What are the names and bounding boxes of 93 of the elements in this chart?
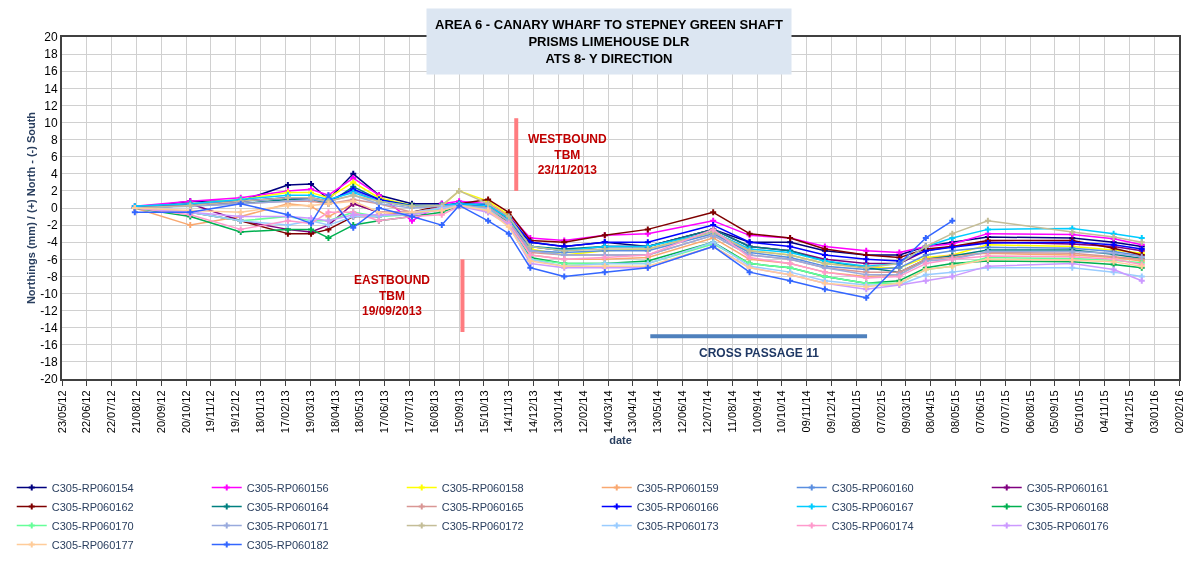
x-tick-label: 18/01/13 [254, 390, 267, 434]
x-tick-label: 04/11/15 [1098, 390, 1111, 433]
y-tick-label: 14 [44, 81, 58, 96]
x-tick-label: 05/10/15 [1073, 390, 1086, 434]
x-tick-label: 07/06/15 [973, 390, 986, 434]
x-tick-label: 15/09/13 [452, 390, 465, 434]
x-tick-label: 18/04/13 [328, 390, 341, 434]
x-tick-label: 15/10/13 [477, 390, 490, 434]
x-tick-label: 22/07/12 [105, 390, 118, 434]
x-tick-label: 20/10/12 [179, 390, 192, 434]
x-tick-label: 23/05/12 [55, 390, 68, 434]
legend-label: C305-RP060176 [1026, 519, 1109, 532]
y-tick-label: 2 [50, 184, 58, 199]
x-tick-label: 09/03/15 [899, 390, 912, 434]
legend-label: C305-RP060158 [441, 481, 524, 494]
y-tick-label: -20 [40, 372, 58, 387]
annotation: WESTBOUND TBM 23/11/2013 [528, 132, 607, 178]
x-tick-label: 20/09/12 [154, 390, 167, 434]
legend-label: C305-RP060165 [441, 500, 524, 513]
x-tick-label: 14/12/13 [527, 390, 540, 434]
y-tick-label: 8 [50, 132, 58, 147]
x-tick-label: 19/03/13 [303, 390, 316, 434]
x-tick-label: 21/08/12 [130, 390, 143, 434]
x-tick-label: 08/04/15 [924, 390, 937, 434]
x-axis-title: date [609, 433, 632, 446]
y-tick-label: 6 [50, 149, 58, 164]
x-tick-label: 11/08/14 [725, 390, 738, 433]
y-tick-label: 10 [44, 115, 58, 130]
legend-label: C305-RP060154 [51, 481, 134, 494]
legend-label: C305-RP060162 [51, 500, 134, 513]
y-tick-label: 0 [50, 201, 58, 216]
y-tick-label: -10 [40, 286, 58, 301]
legend-label: C305-RP060164 [246, 500, 329, 513]
y-tick-label: -16 [40, 338, 58, 352]
y-tick-label: -14 [40, 320, 58, 335]
x-tick-label: 16/08/13 [427, 390, 440, 434]
x-tick-label: 17/07/13 [403, 390, 416, 434]
y-tick-label: -2 [46, 218, 58, 233]
y-tick-label: 16 [44, 64, 58, 79]
legend-label: C305-RP060174 [831, 519, 914, 532]
legend-label: C305-RP060173 [636, 519, 719, 532]
x-tick-label: 05/09/15 [1048, 390, 1061, 434]
y-tick-label: -18 [40, 355, 58, 370]
x-tick-label: 22/06/12 [80, 390, 93, 434]
x-tick-label: 09/12/14 [825, 390, 838, 434]
x-tick-label: 08/01/15 [849, 390, 862, 434]
x-tick-label: 02/02/16 [1172, 390, 1185, 434]
y-tick-label: -6 [46, 252, 58, 267]
x-tick-label: 17/02/13 [278, 390, 291, 434]
x-tick-label: 18/05/13 [353, 390, 366, 434]
x-tick-label: 10/09/14 [750, 390, 763, 434]
legend-label: C305-RP060156 [246, 481, 329, 494]
x-tick-label: 12/06/14 [676, 390, 689, 434]
legend-label: C305-RP060171 [246, 519, 329, 532]
x-tick-label: 04/12/15 [1122, 390, 1135, 434]
x-tick-label: 10/10/14 [775, 390, 788, 434]
y-tick-label: 18 [44, 47, 58, 62]
legend-label: C305-RP060166 [636, 500, 719, 513]
x-tick-label: 07/02/15 [874, 390, 887, 434]
x-tick-label: 13/05/14 [651, 390, 664, 434]
annotation: EASTBOUND TBM 19/09/2013 [354, 273, 431, 319]
x-tick-label: 07/07/15 [998, 390, 1011, 434]
x-tick-label: 13/04/14 [626, 390, 639, 434]
y-tick-label: -12 [40, 303, 58, 318]
x-tick-label: 19/12/12 [229, 390, 242, 434]
x-tick-label: 09/11/14 [800, 390, 813, 433]
y-tick-label: 12 [44, 98, 58, 113]
legend-label: C305-RP060170 [51, 519, 134, 532]
x-tick-label: 17/06/13 [378, 390, 391, 434]
x-tick-label: 19/11/12 [204, 390, 217, 433]
y-tick-label: -4 [46, 235, 58, 250]
legend-label: C305-RP060182 [246, 538, 329, 551]
chart-title: AREA 6 - CANARY WHARF TO STEPNEY GREEN SHAFT PRISMS LIMEHOUSE DLR ATS 8- Y DIRECTION [435, 17, 783, 66]
y-tick-label: -8 [46, 269, 58, 284]
y-axis-title: Northings (mm) / (+) North - (-) South [25, 111, 38, 305]
x-tick-label: 03/01/16 [1147, 390, 1160, 434]
x-tick-label: 08/05/15 [949, 390, 962, 434]
x-tick-label: 13/01/14 [552, 390, 565, 434]
legend-label: C305-RP060161 [1026, 481, 1109, 494]
x-tick-label: 06/08/15 [1023, 390, 1036, 434]
y-tick-label: 20 [44, 30, 58, 45]
legend-label: C305-RP060159 [636, 481, 719, 494]
x-tick-label: 12/07/14 [700, 390, 713, 434]
x-tick-label: 12/02/14 [576, 390, 589, 434]
y-tick-label: 4 [50, 167, 58, 181]
annotation: CROSS PASSAGE 11 [699, 346, 820, 360]
x-tick-label: 14/11/13 [502, 390, 515, 433]
legend-label: C305-RP060167 [831, 500, 914, 513]
legend-label: C305-RP060177 [51, 538, 134, 551]
x-tick-label: 14/03/14 [601, 390, 614, 434]
legend-label: C305-RP060168 [1026, 500, 1109, 513]
legend-label: C305-RP060172 [441, 519, 524, 532]
legend-label: C305-RP060160 [831, 481, 914, 494]
